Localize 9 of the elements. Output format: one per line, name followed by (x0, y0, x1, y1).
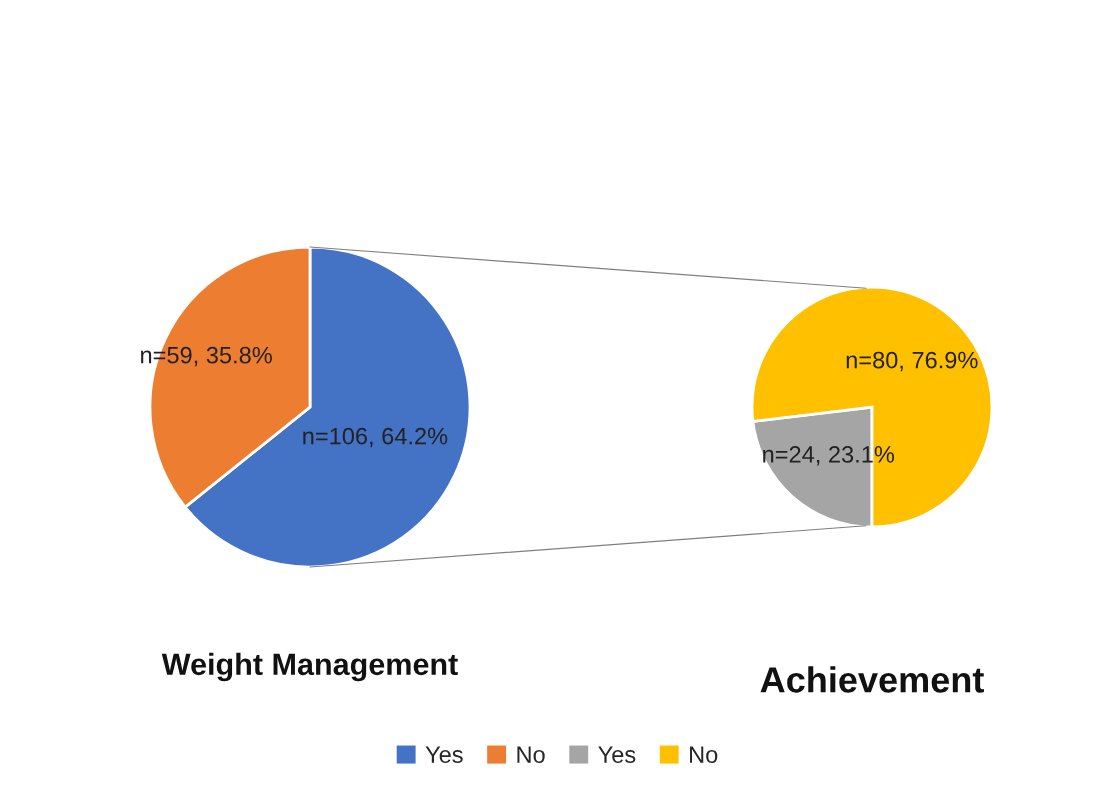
text: Weight Management (161, 652, 458, 682)
legend-label: No (517, 746, 545, 763)
legend-label: Yes (425, 746, 463, 763)
text: Achievement (760, 666, 984, 693)
legend-label: Yes (598, 746, 636, 763)
data-label: n=80, 76.9% (846, 351, 978, 372)
data-label: n=106, 64.2% (303, 427, 448, 448)
legend-label: No (690, 746, 718, 763)
pie-slice (750, 285, 994, 529)
